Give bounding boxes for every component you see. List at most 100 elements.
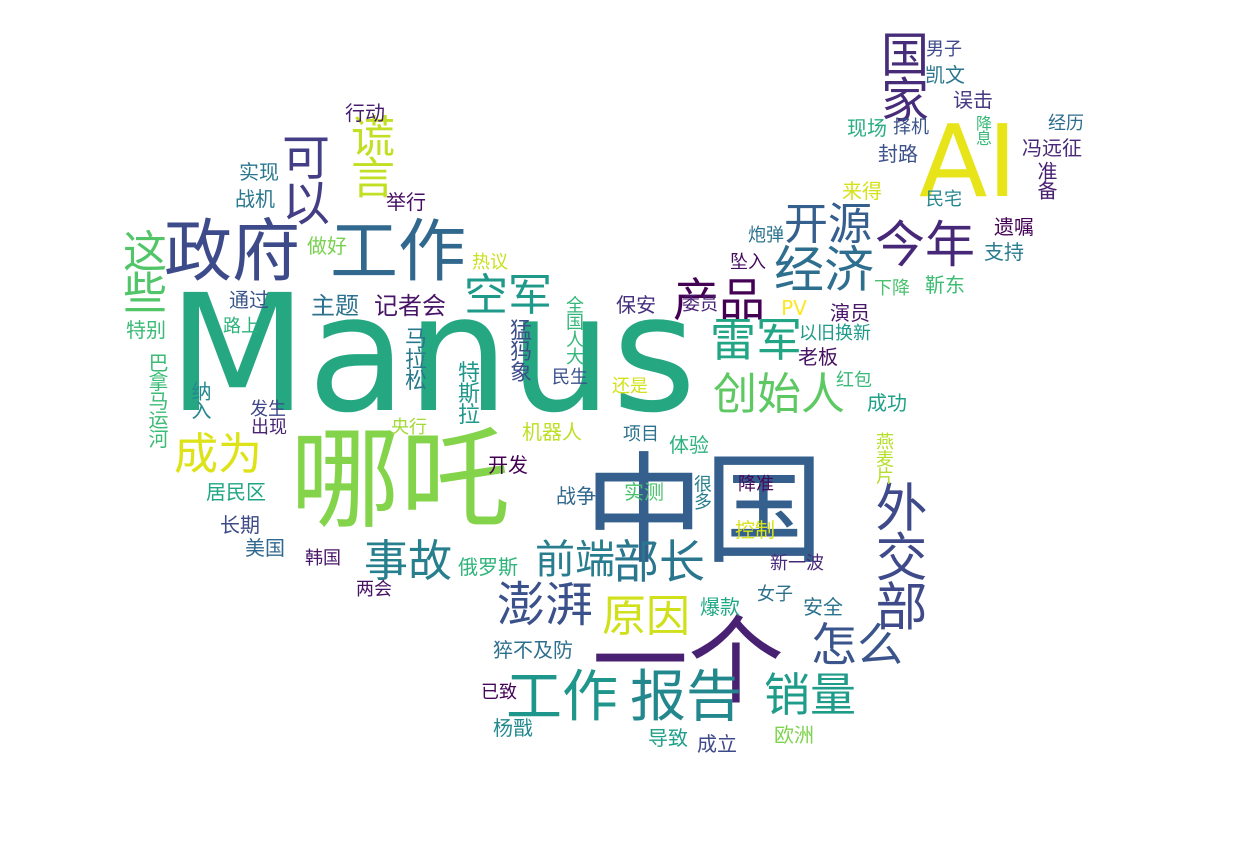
word-chengwei: 成为: [174, 429, 262, 480]
word-jizhehui: 记者会: [374, 292, 446, 320]
word-jiangxi: 降息: [973, 114, 992, 146]
word-yige: 一个: [592, 606, 784, 718]
word-daozhi: 导致: [648, 726, 688, 750]
word-yanyuan: 演员: [830, 301, 870, 325]
word-gongzuo1: 工作: [329, 213, 467, 292]
word-xiangmu: 项目: [623, 424, 659, 445]
word-nezha: 哪吒: [290, 416, 510, 544]
word-tebie: 特别: [126, 318, 166, 342]
word-fengyuanzheng: 冯远征: [1022, 136, 1082, 160]
word-zhengfu: 政府: [163, 213, 301, 292]
word-yizhi: 已致: [481, 682, 517, 703]
word-lushang: 路上: [223, 316, 259, 337]
word-nvzi: 女子: [757, 584, 793, 605]
word-tongguo: 通过: [229, 288, 269, 312]
word-zhanji: 战机: [235, 187, 275, 211]
word-kaifa: 开发: [488, 453, 528, 477]
word-weiyuan: 委员: [682, 294, 718, 315]
word-leijun: 雷军: [710, 313, 802, 367]
word-chuxian: 出现: [251, 417, 287, 438]
word-yanmaipian: 燕麦片: [873, 432, 894, 484]
word-zhongguo: 中国: [584, 442, 824, 581]
word-baoan: 保安: [616, 293, 656, 317]
word-huangyan: 谎言: [343, 113, 394, 197]
word-nanzi: 男子: [926, 39, 962, 60]
word-wuji: 误击: [953, 88, 993, 112]
word-jianada: 巴拿马运河: [145, 352, 169, 448]
word-xingdong: 行动: [345, 101, 385, 125]
word-tiyan: 体验: [669, 433, 709, 457]
word-haishi: 还是: [612, 376, 648, 397]
word-xiajiang: 下降: [874, 278, 910, 299]
word-yanghang: 央行: [391, 417, 427, 438]
word-fenglu: 封路: [878, 142, 918, 166]
word-chenggong: 成功: [867, 391, 907, 415]
word-ai: AI: [919, 103, 1017, 220]
word-jiangzhun: 降准: [738, 474, 774, 495]
word-zhanzheng: 战争: [556, 484, 596, 508]
word-reyi: 热议: [472, 252, 508, 273]
word-manus: Manus: [167, 261, 697, 449]
word-baogao: 报告: [630, 665, 742, 730]
word-juxing: 举行: [386, 190, 426, 214]
word-cubuji: 猝不及防: [493, 638, 573, 662]
word-qianduan: 前端: [535, 537, 615, 583]
word-yangjian: 杨戬: [493, 716, 533, 740]
word-gongzuo2: 工作: [506, 665, 618, 730]
word-shice: 实测: [624, 480, 664, 504]
word-pv: PV: [781, 296, 807, 320]
word-kongjun: 空军: [464, 270, 552, 321]
word-xinyibo: 新一波: [770, 553, 824, 574]
word-quanguorenda: 全国人大: [563, 295, 584, 365]
word-xianchang: 现场: [847, 116, 887, 140]
word-menggma: 猛犸象: [506, 318, 531, 382]
word-henduo: 很多: [691, 474, 712, 510]
word-juminqu: 居民区: [206, 480, 266, 504]
word-jindong: 靳东: [925, 273, 965, 297]
word-jingli: 经历: [1048, 113, 1084, 134]
word-keyi: 可以: [273, 132, 329, 224]
word-zhuti: 主题: [311, 292, 359, 320]
word-kaiyuan: 开源: [784, 199, 872, 250]
word-chengli: 成立: [697, 732, 737, 756]
word-pengpai: 澎湃: [496, 577, 594, 633]
word-zhuiru: 坠入: [730, 252, 766, 273]
word-yijiuhuanxin: 以旧换新: [799, 323, 871, 344]
word-zeji: 择机: [893, 117, 929, 138]
word-minzhai: 民宅: [926, 189, 962, 210]
word-zhunbei: 准备: [1034, 161, 1058, 199]
word-changqi: 长期: [220, 513, 260, 537]
word-baokuan: 爆款: [700, 595, 740, 619]
word-yizhu: 遗嘱: [994, 215, 1034, 239]
word-ouzhou: 欧洲: [774, 723, 814, 747]
word-kongzhi: 控制: [735, 518, 775, 542]
word-laide: 来得: [842, 179, 882, 203]
word-laoban: 老板: [798, 345, 838, 369]
word-jinnian: 今年: [875, 216, 975, 274]
word-zenme: 怎么: [811, 618, 903, 672]
word-chanpin: 产品: [673, 273, 765, 327]
word-shixian: 实现: [239, 160, 279, 184]
word-tesila: 特斯拉: [454, 360, 479, 424]
word-malasong: 马拉松: [401, 326, 426, 390]
word-shigu: 事故: [364, 536, 452, 587]
word-hongbao: 红包: [836, 370, 872, 391]
word-zhexie: 这些: [115, 228, 166, 312]
word-hanguo: 韩国: [305, 548, 341, 569]
word-buzhang: 部长: [613, 535, 705, 589]
word-minsheng: 民生: [552, 367, 588, 388]
word-yuanyin: 原因: [602, 591, 690, 642]
word-jiqiren: 机器人: [522, 420, 582, 444]
word-meiguo: 美国: [245, 536, 285, 560]
word-zuohao: 做好: [307, 234, 347, 258]
word-eluosi: 俄罗斯: [458, 555, 518, 579]
word-jingji: 经济: [774, 241, 874, 299]
word-fasheng: 发生: [250, 399, 286, 420]
word-chuangshiren: 创始人: [713, 369, 845, 420]
word-guojia: 国家: [872, 29, 928, 121]
word-lianghui: 两会: [356, 579, 392, 600]
word-xiaoliang: 销量: [764, 668, 856, 722]
word-anquan: 安全: [803, 595, 843, 619]
word-zhichi: 支持: [984, 240, 1024, 264]
